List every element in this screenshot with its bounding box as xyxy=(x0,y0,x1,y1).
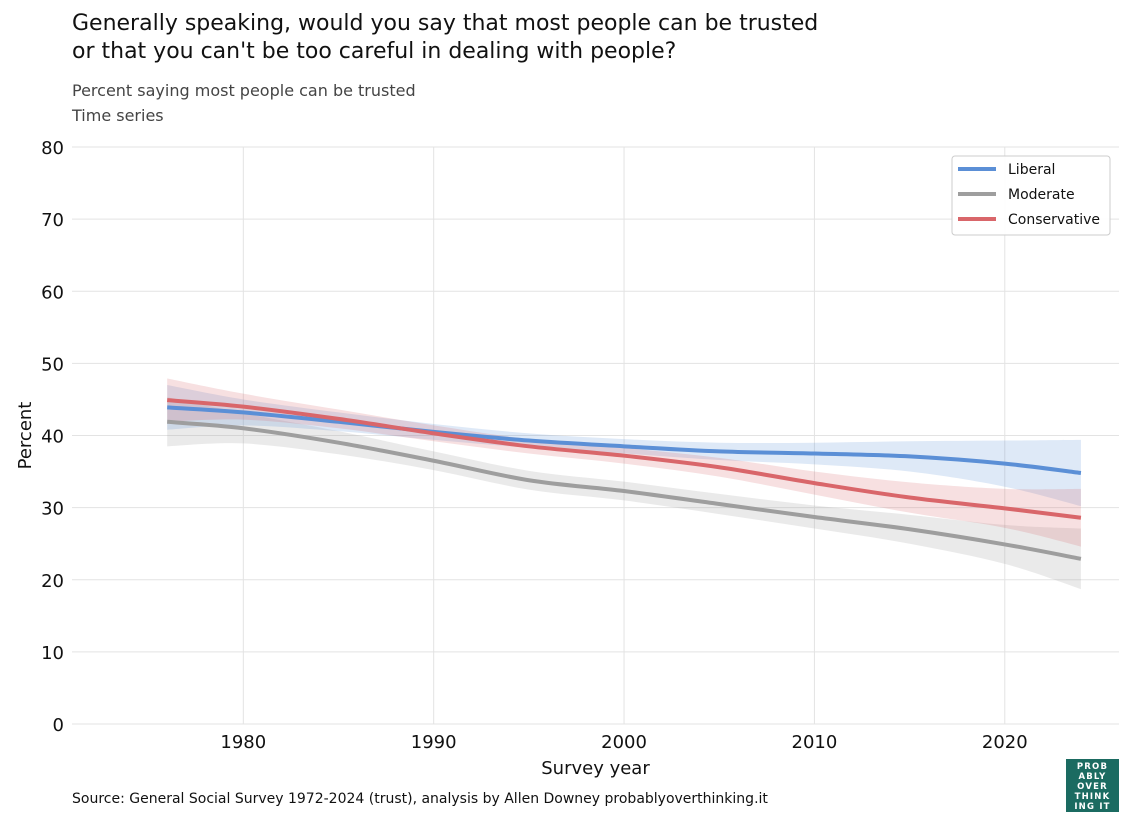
logo-line: THINK xyxy=(1074,791,1111,802)
x-tick-label: 1980 xyxy=(220,732,266,753)
chart-subtitle-1: Percent saying most people can be truste… xyxy=(72,81,416,100)
y-tick-label: 80 xyxy=(41,138,64,159)
logo-line: PROB xyxy=(1076,761,1109,772)
chart-subtitle-2: Time series xyxy=(72,106,164,125)
source-note: Source: General Social Survey 1972-2024 … xyxy=(72,791,768,807)
y-tick-label: 0 xyxy=(53,715,64,736)
y-tick-label: 50 xyxy=(41,354,64,375)
probably-overthinking-it-logo: PROB ABLY OVER THINK ING IT xyxy=(1066,759,1119,812)
logo-line: ABLY xyxy=(1078,771,1107,782)
chart-title: Generally speaking, would you say that m… xyxy=(72,10,852,66)
liberal-series-line xyxy=(167,405,1082,475)
y-tick-label: 60 xyxy=(41,282,64,303)
y-tick-label: 10 xyxy=(41,643,64,664)
chart-title-line-1: Generally speaking, would you say that m… xyxy=(72,11,819,36)
conservative-series-line xyxy=(167,398,1082,520)
x-tick-label: 1990 xyxy=(411,732,457,753)
trust-line-chart: 0 10 20 30 40 50 60 70 80 1980 1990 2000 2010 2020 Sur… xyxy=(15,138,1119,779)
x-tick-label: 2010 xyxy=(792,732,838,753)
legend-label-conservative: Conservative xyxy=(1008,212,1100,228)
legend-label-moderate: Moderate xyxy=(1008,187,1075,203)
x-tick-label: 2020 xyxy=(982,732,1028,753)
moderate-series-line xyxy=(167,419,1082,561)
moderate-confidence-band xyxy=(167,397,1081,590)
conservative-confidence-band xyxy=(167,378,1081,547)
y-tick-label: 20 xyxy=(41,571,64,592)
legend-box xyxy=(951,155,1111,236)
x-tick-label: 2000 xyxy=(601,732,647,753)
logo-line: ING IT xyxy=(1074,801,1111,812)
logo-line: OVER xyxy=(1077,781,1108,792)
y-tick-label: 30 xyxy=(41,499,64,520)
chart-title-line-2: or that you can't be too careful in deal… xyxy=(72,39,677,64)
y-axis-label: Percent xyxy=(15,402,36,470)
x-axis-label: Survey year xyxy=(541,758,650,779)
y-tick-label: 40 xyxy=(41,427,64,448)
legend-label-liberal: Liberal xyxy=(1008,162,1055,178)
y-tick-label: 70 xyxy=(41,210,64,231)
